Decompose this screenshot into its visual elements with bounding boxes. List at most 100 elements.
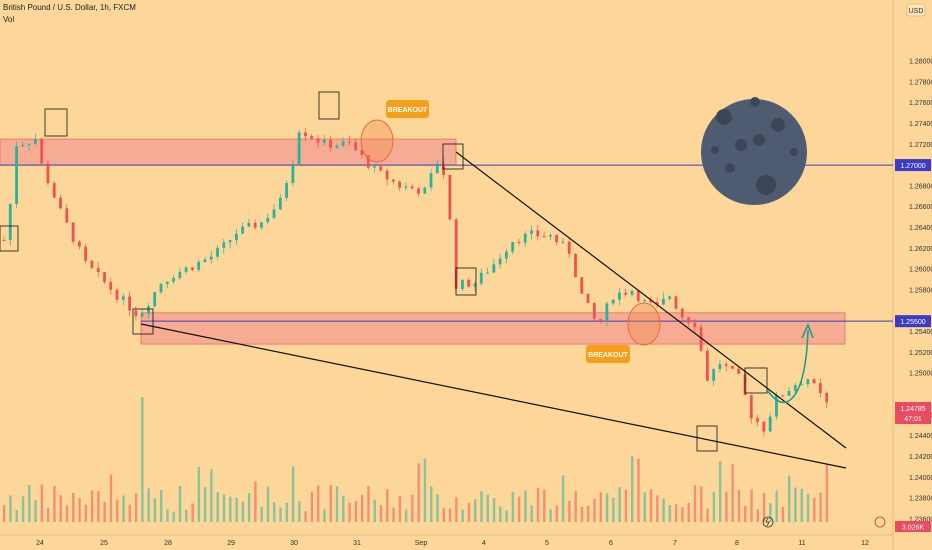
price-tick-11: 1.25400 bbox=[909, 329, 932, 336]
moon-crater bbox=[750, 97, 760, 107]
candle-body bbox=[630, 290, 634, 295]
volume-bar bbox=[436, 494, 439, 522]
current-price: 1.24785 bbox=[900, 406, 925, 413]
volume-bar bbox=[367, 486, 370, 522]
candle-body bbox=[2, 239, 6, 241]
volume-bar bbox=[687, 502, 690, 522]
volume-bar bbox=[631, 456, 634, 522]
candle-body bbox=[498, 258, 502, 265]
symbol-title[interactable]: British Pound / U.S. Dollar, 1h, FXCM bbox=[3, 3, 136, 12]
volume-bar bbox=[141, 397, 144, 522]
volume-bar bbox=[279, 507, 282, 522]
volume-bar bbox=[731, 464, 734, 522]
price-tick-2: 1.27600 bbox=[909, 100, 932, 107]
pivot-box bbox=[318, 91, 340, 120]
volume-bar bbox=[637, 458, 640, 522]
candle-body bbox=[473, 283, 477, 287]
breakout-label: BREAKOUT bbox=[388, 107, 428, 114]
volume-bar bbox=[511, 491, 515, 522]
pivot-box bbox=[0, 225, 19, 252]
lower-trendline bbox=[140, 323, 847, 469]
volume-bar bbox=[59, 495, 62, 522]
volume-bar bbox=[712, 492, 716, 522]
time-tick-12: 11 bbox=[798, 540, 805, 547]
volume-bar bbox=[222, 494, 226, 522]
candle-body bbox=[373, 166, 376, 168]
volume-bar bbox=[674, 504, 678, 522]
candle-body bbox=[385, 170, 389, 180]
breakout-circle bbox=[360, 119, 394, 163]
candle-body bbox=[253, 222, 257, 228]
time-tick-3: 29 bbox=[227, 540, 235, 547]
candle-body bbox=[109, 282, 113, 290]
candle-body bbox=[467, 279, 471, 287]
candle-body bbox=[291, 163, 295, 184]
volume-bar bbox=[178, 485, 182, 522]
candle-body bbox=[366, 154, 370, 168]
candle-body bbox=[599, 319, 602, 321]
volume-bar bbox=[536, 487, 540, 522]
volume-bar bbox=[241, 501, 245, 522]
volume-bar bbox=[335, 486, 339, 522]
volume-bar bbox=[668, 504, 672, 522]
volume-bar bbox=[210, 469, 213, 522]
volume-bar bbox=[788, 475, 791, 522]
time-tick-10: 7 bbox=[673, 540, 677, 547]
candle-body bbox=[103, 272, 106, 283]
support-zone bbox=[140, 312, 846, 345]
candle-body bbox=[234, 233, 238, 241]
candle-body bbox=[341, 141, 345, 146]
volume-bar bbox=[273, 502, 276, 522]
candle-body bbox=[128, 296, 131, 311]
volume-bar bbox=[291, 466, 295, 522]
breakout-tag bbox=[386, 100, 429, 118]
volume-bar bbox=[455, 497, 458, 522]
volume-bar bbox=[580, 506, 584, 522]
volume-bar bbox=[442, 507, 445, 522]
candle-body bbox=[379, 166, 383, 171]
candle-body bbox=[398, 181, 402, 188]
volume-indicator-label[interactable]: Vol bbox=[3, 15, 15, 24]
candle-body bbox=[693, 322, 697, 328]
volume-bar bbox=[806, 494, 810, 522]
volume-bar bbox=[28, 484, 31, 522]
candle-body bbox=[52, 183, 56, 198]
volume-bar bbox=[492, 498, 496, 522]
candle-body bbox=[643, 299, 646, 301]
candle-body bbox=[297, 132, 301, 164]
moon-crater bbox=[735, 139, 747, 151]
volume-bar bbox=[247, 493, 251, 522]
volume-bar bbox=[737, 489, 741, 522]
time-tick-8: 5 bbox=[545, 540, 549, 547]
candle-body bbox=[687, 317, 690, 323]
volume-bar bbox=[404, 509, 408, 522]
candle-body bbox=[756, 418, 759, 422]
support-price-tag bbox=[895, 315, 931, 328]
volume-bar bbox=[555, 505, 559, 522]
candle-body bbox=[316, 138, 320, 143]
candle-body bbox=[806, 379, 810, 385]
candle-body bbox=[812, 379, 816, 384]
breakout-circle bbox=[627, 302, 661, 346]
candle-body bbox=[247, 222, 251, 227]
price-tick-0: 1.28000 bbox=[909, 59, 932, 66]
candle-body bbox=[285, 183, 288, 198]
candle-body bbox=[718, 364, 722, 370]
candle-body bbox=[768, 416, 772, 432]
volume-bar bbox=[593, 498, 596, 522]
candle-body bbox=[800, 384, 803, 386]
current-price-tag bbox=[895, 402, 931, 424]
projection-arrowhead bbox=[801, 322, 814, 339]
candle-body bbox=[77, 241, 81, 247]
volume-bar bbox=[203, 486, 207, 522]
price-tick-6: 1.26600 bbox=[909, 204, 932, 211]
candle-body bbox=[536, 230, 540, 237]
volume-bar bbox=[718, 460, 722, 522]
pivot-box bbox=[744, 367, 768, 394]
candle-body bbox=[46, 163, 50, 184]
volume-bar bbox=[762, 493, 766, 522]
volume-bar bbox=[260, 506, 263, 522]
moon-crater bbox=[771, 118, 785, 132]
volume-bar bbox=[78, 498, 81, 522]
